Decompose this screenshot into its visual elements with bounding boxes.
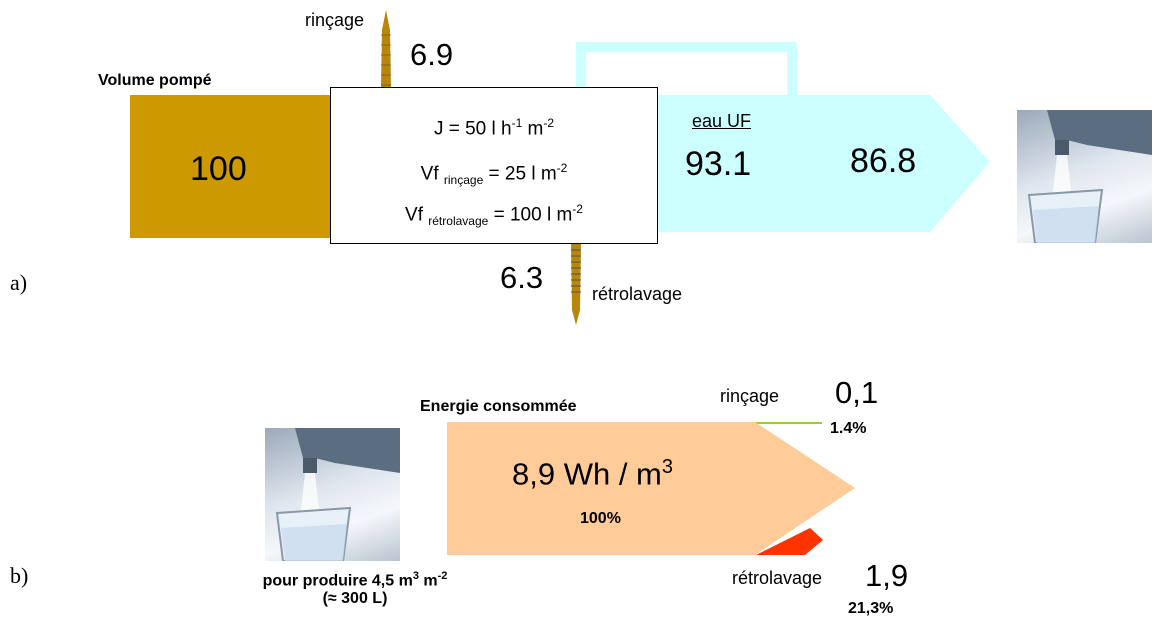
caption-prefix: pour produire 4,5 m (262, 572, 413, 590)
flux-exp2: -2 (543, 116, 555, 130)
retro-energy-pct: 21,3% (848, 600, 894, 617)
vf1-exp: -2 (556, 161, 568, 175)
rincage-value: 6.9 (410, 37, 454, 72)
vf1-prefix: Vf (420, 163, 444, 185)
vf2-prefix: Vf (405, 204, 429, 226)
flux-mid: m (522, 118, 544, 140)
rincage-label: rinçage (305, 10, 365, 30)
retro-energy-label: rétrolavage (732, 568, 823, 588)
retro-energy-value: 1,9 (865, 558, 909, 593)
recycle-loop (576, 42, 797, 98)
production-caption: pour produire 4,5 m3 m-2 (≈ 300 L) (205, 570, 505, 608)
energy-exp: 3 (661, 456, 673, 478)
energy-value-text: 8,9 Wh / m (512, 456, 662, 492)
vf2-mid: = 100 l m (488, 204, 573, 226)
retro-label: rétrolavage (592, 284, 683, 304)
inflow-bar (130, 95, 340, 238)
water-outflow-arrow (650, 95, 990, 232)
faucet-glass-icon (1027, 110, 1152, 243)
vf2-exp: -2 (572, 202, 583, 216)
flux-exp1: -1 (511, 116, 523, 130)
part-a-label: a) (10, 270, 28, 295)
volume-title: Volume pompé (98, 72, 212, 89)
production-caption-line1: pour produire 4,5 m3 m-2 (205, 570, 505, 590)
vf2-sub: rétrolavage (428, 214, 489, 229)
retro-flow-stripes (571, 249, 581, 293)
energy-pct: 100% (580, 510, 621, 527)
rincage-energy-pct: 1.4% (830, 420, 867, 437)
rincage-flow-stripes (381, 34, 391, 86)
rincage-flow-spike (381, 10, 391, 88)
caption-exp2: -2 (437, 570, 448, 582)
water-glass-image (1017, 110, 1152, 243)
caption-exp1: 3 (412, 570, 419, 582)
faucet-glass-icon (275, 428, 400, 561)
caption-mid: m (418, 572, 438, 590)
retro-energy-wedge (756, 528, 823, 555)
energy-value: 8,9 Wh / m3 (512, 456, 673, 492)
flux-parameter: J = 50 l h-1 m-2 (331, 116, 657, 140)
retro-value: 6.3 (500, 260, 544, 295)
rincage-energy-sliver (755, 422, 822, 424)
rincage-energy-label: rinçage (720, 386, 780, 406)
production-caption-line2: (≈ 300 L) (322, 590, 388, 608)
part-b-label: b) (10, 563, 29, 588)
parameters-box: J = 50 l h-1 m-2 Vf rinçage = 25 l m-2 V… (330, 87, 658, 244)
vf-retro-parameter: Vf rétrolavage = 100 l m-2 (331, 202, 657, 228)
eau-uf-value: 93.1 (685, 145, 752, 183)
vf-rincage-parameter: Vf rinçage = 25 l m-2 (331, 161, 657, 187)
retro-flow-spike (571, 243, 581, 325)
eau-uf-label: eau UF (692, 111, 752, 131)
inflow-value: 100 (190, 150, 247, 188)
vf1-mid: = 25 l m (483, 163, 557, 185)
output-value: 86.8 (850, 142, 917, 180)
water-glass-image (265, 428, 400, 561)
energie-title: Energie consommée (420, 398, 577, 415)
vf1-sub: rinçage (443, 173, 484, 188)
flux-prefix: J = 50 l h (433, 118, 512, 140)
energy-arrow (447, 422, 855, 555)
rincage-energy-value: 0,1 (835, 375, 879, 410)
